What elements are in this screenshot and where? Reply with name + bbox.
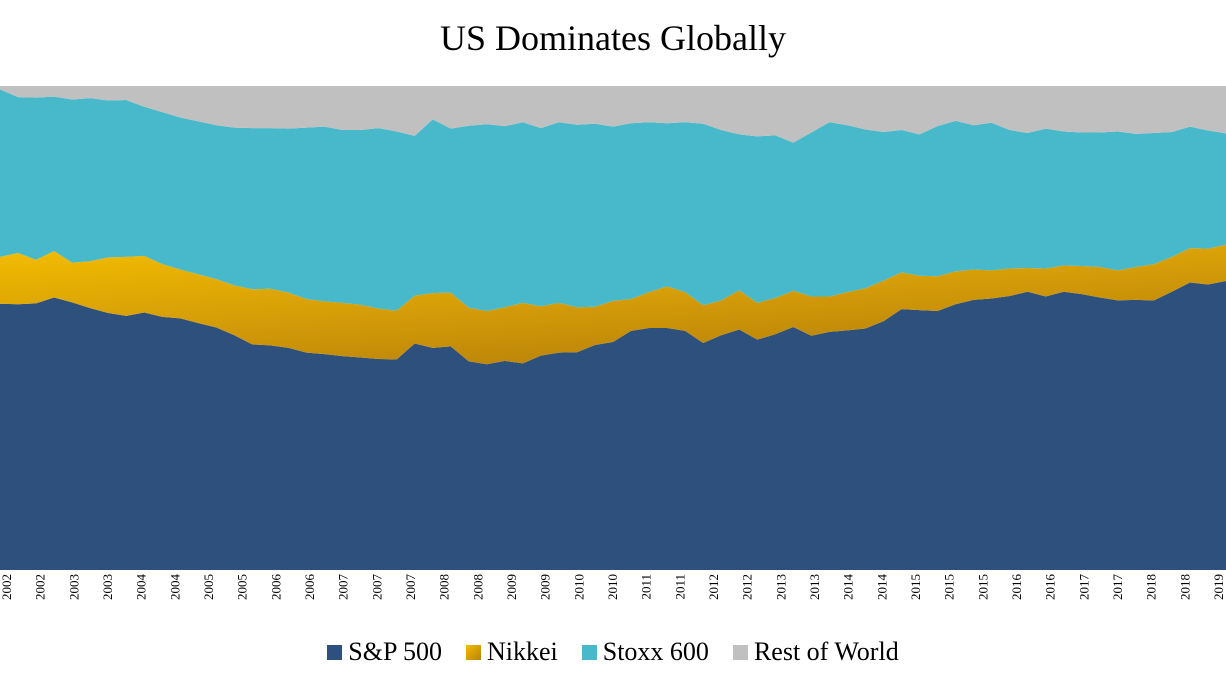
x-tick-label: 2008 <box>437 574 452 600</box>
x-tick-label: 2010 <box>605 574 620 600</box>
x-tick-label: 2005 <box>235 574 250 600</box>
x-tick-label: 2013 <box>773 574 788 600</box>
x-tick-label: 2003 <box>100 574 115 600</box>
legend-item-nikkei: Nikkei <box>465 636 558 668</box>
x-tick-label: 2005 <box>201 574 216 600</box>
legend-swatch-sp500 <box>327 644 343 660</box>
x-tick-label: 2017 <box>1110 574 1125 601</box>
legend-label-rest-of-world: Rest of World <box>753 637 899 666</box>
x-tick-label: 2007 <box>369 574 384 601</box>
x-tick-label: 2014 <box>874 574 889 601</box>
chart-plot: 2002 2002 2003 2003 2004 2004 2005 2005 2006 2006… <box>0 86 1226 601</box>
area-rest-of-world <box>0 86 1226 143</box>
legend-label-sp500: S&P 500 <box>348 637 442 666</box>
x-tick-label: 2004 <box>134 574 149 601</box>
x-axis-ticks: 2002 2002 2003 2003 2004 2004 2005 2005 2006 2006… <box>0 574 1226 601</box>
x-tick-label: 2011 <box>639 574 654 600</box>
chart-title: US Dominates Globally <box>440 18 786 58</box>
x-tick-label: 2002 <box>0 574 14 600</box>
area-layers <box>0 86 1226 570</box>
legend-swatch-stoxx600 <box>581 644 597 660</box>
x-tick-label: 2011 <box>672 574 687 600</box>
area-nikkei <box>0 244 1226 365</box>
x-tick-label: 2004 <box>167 574 182 601</box>
x-tick-label: 2013 <box>807 574 822 600</box>
x-tick-label: 2002 <box>33 574 48 600</box>
legend-item-stoxx600: Stoxx 600 <box>581 636 709 668</box>
legend-item-rest-of-world: Rest of World <box>732 636 899 668</box>
x-tick-label: 2012 <box>740 574 755 600</box>
x-tick-label: 2007 <box>336 574 351 601</box>
x-tick-label: 2015 <box>942 574 957 600</box>
x-tick-label: 2016 <box>1009 574 1024 601</box>
area-stoxx600 <box>0 89 1226 312</box>
legend: S&P 500 Nikkei Stoxx 600 Rest of World <box>0 636 1226 668</box>
x-tick-label: 2018 <box>1144 574 1159 600</box>
legend-swatch-nikkei <box>465 644 481 660</box>
legend-item-sp500: S&P 500 <box>327 636 442 668</box>
area-sp500 <box>0 281 1226 570</box>
x-tick-label: 2009 <box>538 574 553 600</box>
legend-label-nikkei: Nikkei <box>486 637 558 666</box>
x-tick-label: 2003 <box>66 574 81 600</box>
x-tick-label: 2016 <box>1043 574 1058 601</box>
x-tick-label: 2008 <box>470 574 485 600</box>
x-tick-label: 2017 <box>1076 574 1091 601</box>
x-tick-label: 2019 <box>1211 574 1226 600</box>
x-tick-label: 2006 <box>302 574 317 601</box>
x-tick-label: 2014 <box>841 574 856 601</box>
x-tick-label: 2009 <box>504 574 519 600</box>
x-tick-label: 2006 <box>268 574 283 601</box>
x-tick-label: 2007 <box>403 574 418 601</box>
legend-label-stoxx600: Stoxx 600 <box>602 637 709 666</box>
x-tick-label: 2010 <box>571 574 586 600</box>
legend-swatch-rest-of-world <box>732 644 748 660</box>
x-tick-label: 2018 <box>1177 574 1192 600</box>
x-tick-label: 2015 <box>908 574 923 600</box>
x-tick-label: 2015 <box>975 574 990 600</box>
x-tick-label: 2012 <box>706 574 721 600</box>
